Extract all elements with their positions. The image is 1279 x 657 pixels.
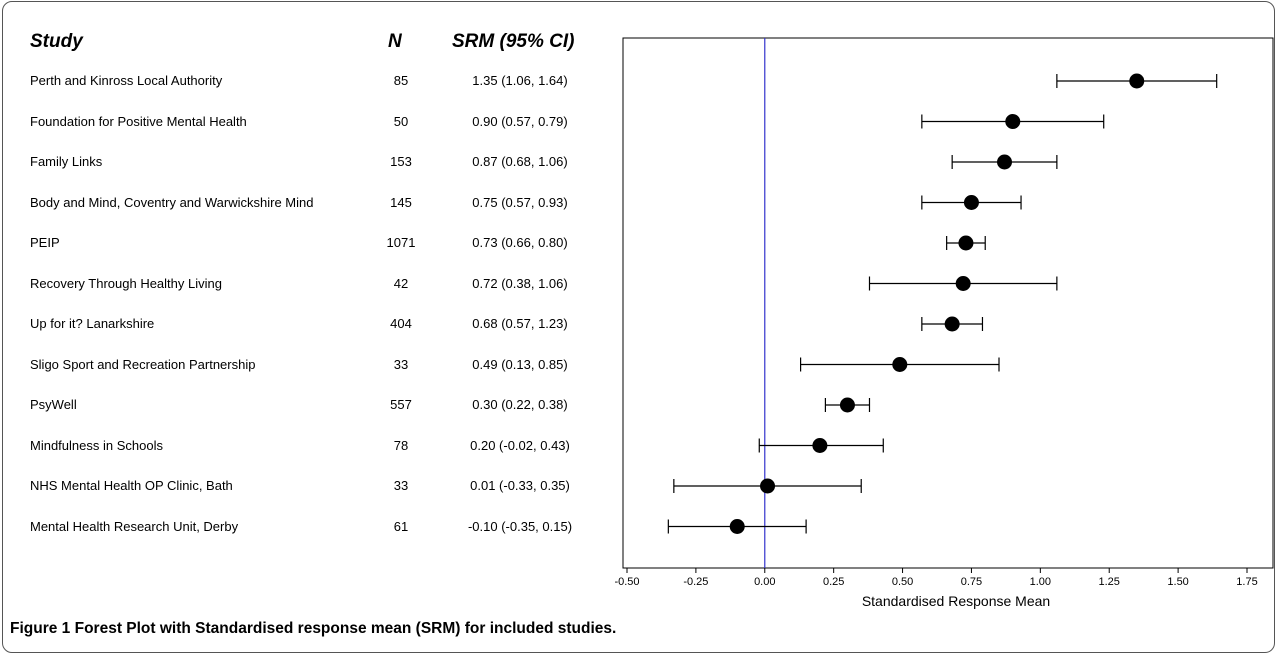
x-tick-label: 0.00 <box>754 576 775 588</box>
point-estimate <box>1129 73 1145 89</box>
study-srm: 0.87 (0.68, 1.06) <box>472 154 568 169</box>
x-tick-label: 1.25 <box>1099 576 1120 588</box>
x-tick-label: -0.50 <box>614 576 639 588</box>
study-n: 85 <box>393 73 409 88</box>
study-srm: 0.49 (0.13, 0.85) <box>472 356 568 372</box>
study-srm: 0.90 (0.57, 0.79) <box>472 113 568 129</box>
point-estimate <box>958 235 974 251</box>
study-name: Perth and Kinross Local Authority <box>30 73 223 88</box>
study-n: 61 <box>393 518 409 534</box>
study-name: Foundation for Positive Mental Health <box>30 113 247 129</box>
study-name: Mindfulness in Schools <box>30 437 163 453</box>
x-tick-label: 0.50 <box>892 576 913 588</box>
point-estimate <box>997 154 1013 170</box>
x-tick-label: 1.75 <box>1236 576 1257 588</box>
study-n: 145 <box>390 194 412 210</box>
study-srm: 1.35 (1.06, 1.64) <box>472 73 568 88</box>
study-srm: -0.10 (-0.35, 0.15) <box>467 518 573 534</box>
point-estimate <box>729 519 745 534</box>
point-estimate <box>892 357 908 372</box>
study-srm: 0.72 (0.38, 1.06) <box>472 275 568 291</box>
study-n: 153 <box>390 154 412 169</box>
study-name: Mental Health Research Unit, Derby <box>30 518 239 534</box>
point-estimate <box>839 397 855 413</box>
point-estimate <box>963 195 979 210</box>
study-n: 557 <box>390 397 412 412</box>
study-n: 33 <box>393 478 409 493</box>
point-estimate <box>955 276 971 291</box>
study-n: 50 <box>393 113 409 129</box>
caption-label: Figure 1 <box>10 620 71 637</box>
point-estimate <box>1005 114 1021 129</box>
study-n: 404 <box>390 316 412 331</box>
study-srm: 0.68 (0.57, 1.23) <box>472 316 568 331</box>
study-name: PsyWell <box>30 397 77 412</box>
forest-plot: -0.50 -0.25 0.00 0.25 0.50 0.75 1.00 1.25 1.50 1.… <box>614 37 1274 609</box>
x-tick-label: 0.25 <box>823 576 844 588</box>
study-n: 78 <box>393 437 409 453</box>
study-n: 1071 <box>386 235 416 250</box>
x-tick-label: 1.00 <box>1030 576 1051 588</box>
x-axis-label: Standardised Response Mean <box>862 593 1050 609</box>
study-name: Sligo Sport and Recreation Partnership <box>30 356 256 372</box>
point-estimate <box>944 316 960 332</box>
study-n: 42 <box>393 275 409 291</box>
study-name: NHS Mental Health OP Clinic, Bath <box>30 478 233 493</box>
point-estimate <box>812 438 828 453</box>
study-name: Recovery Through Healthy Living <box>30 275 222 291</box>
point-estimate <box>760 478 776 494</box>
figure-caption: Figure 1 Forest Plot with Standardised r… <box>10 620 616 638</box>
study-srm: 0.20 (-0.02, 0.43) <box>470 437 570 453</box>
header-n: N <box>388 31 402 52</box>
header-srm: SRM (95% CI) <box>452 31 575 52</box>
study-name: Body and Mind, Coventry and Warwickshire… <box>30 194 314 210</box>
x-tick-label: 0.75 <box>961 576 982 588</box>
header-study: Study <box>30 31 83 52</box>
study-name: Family Links <box>30 154 103 169</box>
study-name: Up for it? Lanarkshire <box>30 316 155 331</box>
plot-area <box>622 37 1274 569</box>
study-srm: 0.01 (-0.33, 0.35) <box>470 478 570 493</box>
study-srm: 0.30 (0.22, 0.38) <box>472 397 568 412</box>
study-srm: 0.73 (0.66, 0.80) <box>472 235 568 250</box>
study-n: 33 <box>393 356 409 372</box>
x-tick-label: 1.50 <box>1167 576 1188 588</box>
caption-text: Forest Plot with Standardised response m… <box>74 620 617 637</box>
x-tick-label: -0.25 <box>683 576 708 588</box>
study-srm: 0.75 (0.57, 0.93) <box>472 194 568 210</box>
study-name: PEIP <box>30 235 60 250</box>
